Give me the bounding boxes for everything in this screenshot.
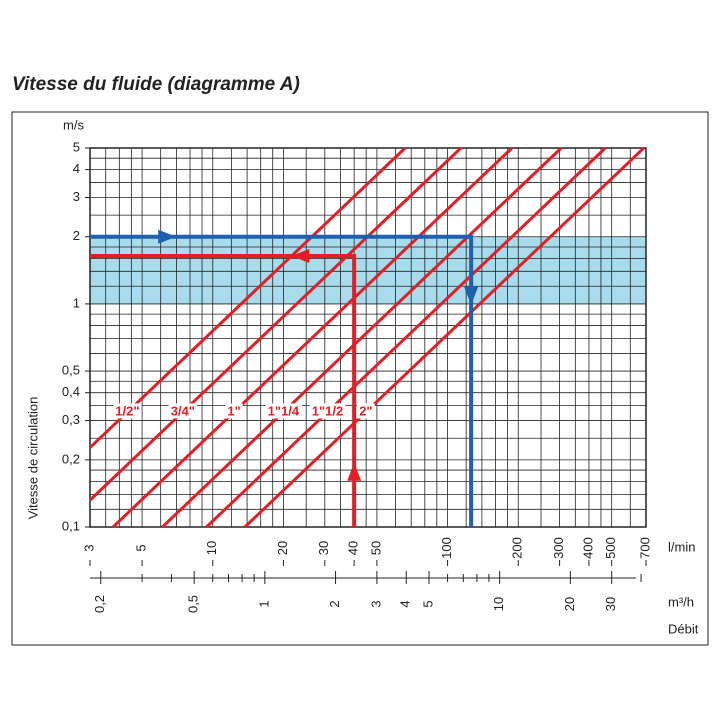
legend-label: 1/2" <box>115 403 139 418</box>
x-tick-label: 500 <box>603 537 618 559</box>
pipe-line <box>243 146 645 529</box>
y-tick-label: 0,1 <box>62 518 80 533</box>
y-tick-label: 0,4 <box>62 384 80 399</box>
x2-tick-label: 20 <box>562 597 577 611</box>
legend-label: 1"1/2 <box>312 403 343 418</box>
x-tick-label: 700 <box>637 537 652 559</box>
y-tick-label: 3 <box>73 189 80 204</box>
frame <box>11 111 709 646</box>
x-tick-label: 400 <box>580 537 595 559</box>
x2-tick-label: 2 <box>327 600 342 607</box>
y-tick-label: 0,5 <box>62 363 80 378</box>
pipe-label-bg <box>265 403 302 419</box>
y-axis-title: Vitesse de circulation <box>25 397 40 520</box>
arrow-head <box>158 229 177 244</box>
plot-border <box>89 147 647 528</box>
example-path <box>90 253 357 527</box>
x2-tick-label: 0,5 <box>186 595 201 613</box>
pipe-label-group: 3/4" <box>168 403 197 419</box>
pipe-line <box>111 146 513 529</box>
x2-tick-label: 4 <box>398 600 413 607</box>
x2-tick-label: 1 <box>256 600 271 607</box>
y-tick-label: 5 <box>73 139 80 154</box>
pipe-line <box>205 146 607 529</box>
x-tick-label: 50 <box>368 541 383 555</box>
legend-label: 2" <box>359 403 372 418</box>
arrow-head <box>291 248 310 263</box>
chart-title: Vitesse du fluide (diagramme A) <box>12 74 300 95</box>
x2-title: Débit <box>668 621 699 636</box>
pipe-label-bg <box>357 403 375 419</box>
y-tick-label: 0,2 <box>62 451 80 466</box>
x2-tick-label: 10 <box>491 597 506 611</box>
band <box>90 236 646 304</box>
pipe-label-group: 1/2" <box>113 403 142 419</box>
pipe-label-bg <box>113 403 142 419</box>
x-tick-label: 40 <box>346 541 361 555</box>
pipe-label-bg <box>309 403 346 419</box>
legend-label: 3/4" <box>171 403 195 418</box>
pipe-label-group: 1" <box>225 403 243 419</box>
y-tick-label: 4 <box>73 161 80 176</box>
x-tick-label: 200 <box>510 537 525 559</box>
pipe-label-bg <box>168 403 197 419</box>
y-tick-label: 0,3 <box>62 412 80 427</box>
arrow-head <box>347 462 362 481</box>
x-tick-label: 300 <box>551 537 566 559</box>
example-path <box>90 234 474 527</box>
x2-tick-label: 3 <box>368 600 383 607</box>
pipe-label-group: 1"1/2 <box>309 403 346 419</box>
x-tick-label: 30 <box>316 541 331 555</box>
pipe-label-group: 1"1/4 <box>265 403 302 419</box>
arrow-head <box>464 286 479 305</box>
y-tick-label: 2 <box>73 228 80 243</box>
pipe-line <box>88 146 407 449</box>
x2-tick-label: 30 <box>603 597 618 611</box>
x-tick-label: 5 <box>134 544 149 551</box>
x-tick-label: 3 <box>81 544 96 551</box>
x2-unit: m³/h <box>668 594 694 609</box>
x-tick-label: 10 <box>204 541 219 555</box>
legend-label: 1"1/4 <box>268 403 300 418</box>
x-tick-label: 20 <box>275 541 290 555</box>
y-tick-label: 1 <box>73 295 80 310</box>
pipe-line <box>161 146 563 529</box>
y-unit: m/s <box>63 117 84 132</box>
x2-tick-label: 5 <box>420 600 435 607</box>
pipe-label-bg <box>225 403 243 419</box>
x2-tick-label: 0,2 <box>92 595 107 613</box>
pipe-label-group: 2" <box>357 403 375 419</box>
pipe-line <box>88 146 462 502</box>
x-tick-label: 100 <box>439 537 454 559</box>
x-unit: l/min <box>668 539 695 554</box>
legend-label: 1" <box>227 403 240 418</box>
